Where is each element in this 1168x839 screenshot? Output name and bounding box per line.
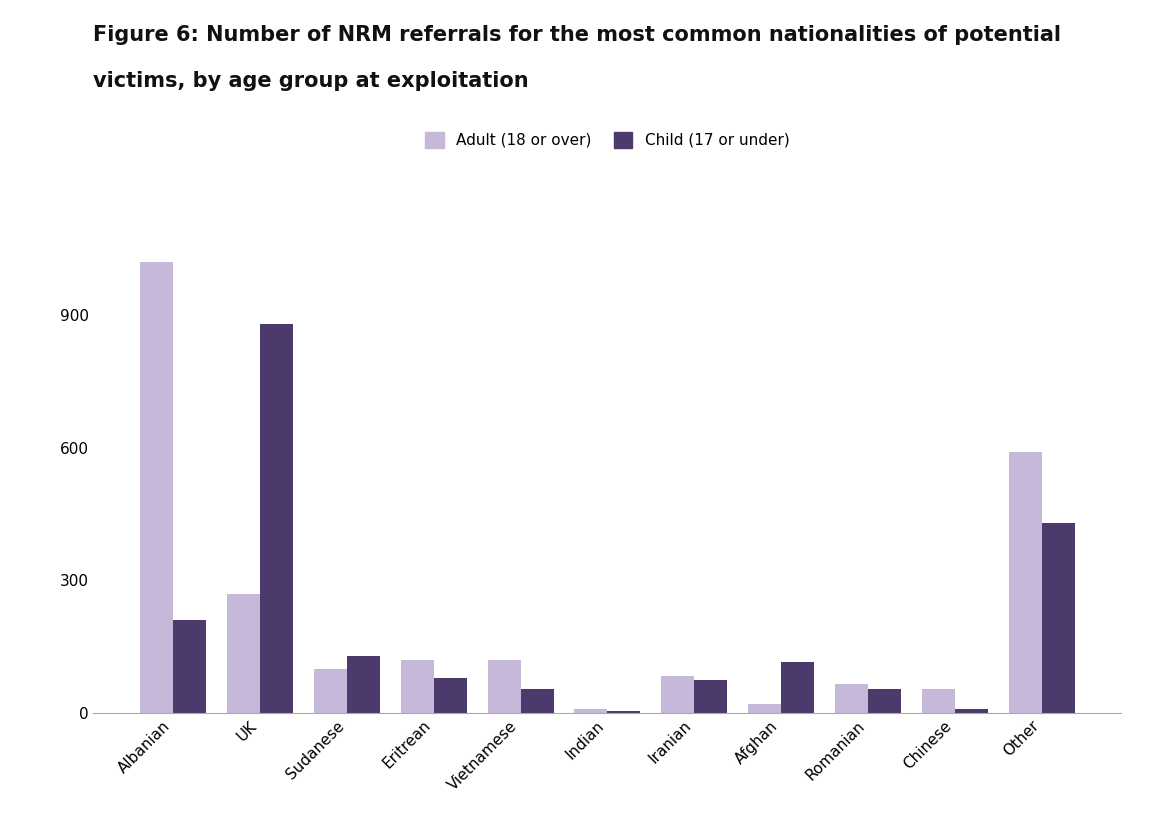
Bar (922, 689, 954, 713)
Bar (401, 660, 433, 713)
Bar (781, 662, 814, 713)
Bar (1042, 523, 1075, 713)
Text: victims, by age group at exploitation: victims, by age group at exploitation (93, 71, 529, 91)
Bar (868, 689, 901, 713)
Bar (575, 709, 607, 713)
Bar (1008, 452, 1042, 713)
Bar (954, 709, 988, 713)
Bar (433, 678, 467, 713)
Bar (227, 594, 260, 713)
Bar (607, 711, 640, 713)
Bar (521, 689, 554, 713)
Legend: Adult (18 or over), Child (17 or under): Adult (18 or over), Child (17 or under) (418, 124, 797, 155)
Bar (661, 675, 694, 713)
Bar (748, 704, 781, 713)
Bar (835, 685, 868, 713)
Bar (347, 655, 380, 713)
Bar (487, 660, 521, 713)
Text: Figure 6: Number of NRM referrals for the most common nationalities of potential: Figure 6: Number of NRM referrals for th… (93, 25, 1062, 45)
Bar (173, 620, 207, 713)
Bar (694, 680, 728, 713)
Bar (260, 324, 293, 713)
Bar (314, 669, 347, 713)
Bar (140, 262, 173, 713)
